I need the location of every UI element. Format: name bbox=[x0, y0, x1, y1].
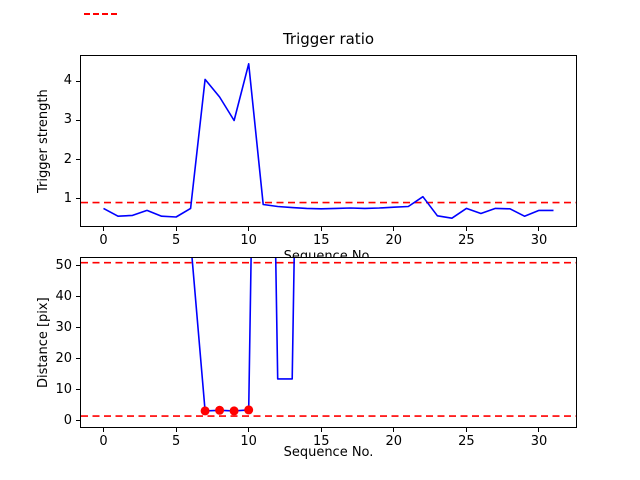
ylabel-distance: Distance [pix] bbox=[36, 297, 51, 388]
y-tick-mark bbox=[76, 327, 80, 329]
distance-line-chart bbox=[81, 258, 576, 417]
x-tick-mark bbox=[103, 428, 104, 432]
x-tick-mark bbox=[175, 428, 177, 432]
trigger-event-marker bbox=[215, 405, 225, 415]
x-tick-label: 0 bbox=[99, 233, 108, 248]
y-tick-mark bbox=[76, 389, 80, 391]
x-tick-mark bbox=[393, 227, 395, 231]
distance-curve bbox=[191, 258, 295, 412]
plot-title: Trigger ratio bbox=[282, 30, 375, 48]
x-tick-mark bbox=[320, 428, 322, 432]
axes-distance bbox=[80, 257, 577, 428]
x-tick-mark bbox=[538, 227, 540, 231]
y-tick-mark bbox=[76, 198, 80, 200]
trigger-ratio-line-chart bbox=[81, 63, 576, 219]
y-tick-label: 40 bbox=[55, 288, 72, 304]
y-tick-label: 10 bbox=[55, 381, 72, 397]
x-tick-label: 30 bbox=[530, 434, 548, 449]
x-tick-mark bbox=[103, 227, 104, 231]
y-tick-label: 50 bbox=[55, 257, 72, 273]
trigger-event-marker bbox=[200, 406, 210, 416]
y-tick-mark bbox=[76, 420, 80, 422]
y-tick-mark bbox=[76, 296, 80, 298]
y-tick-label: 1 bbox=[63, 190, 72, 206]
x-tick-label: 25 bbox=[458, 434, 475, 449]
x-tick-mark bbox=[538, 428, 540, 432]
y-tick-label: 0 bbox=[63, 412, 72, 428]
x-tick-label: 0 bbox=[99, 434, 108, 449]
x-tick-label: 10 bbox=[240, 233, 257, 248]
y-tick-label: 3 bbox=[63, 112, 72, 128]
x-tick-label: 15 bbox=[312, 434, 330, 449]
x-tick-label: 5 bbox=[171, 233, 181, 248]
x-tick-label: 15 bbox=[312, 233, 330, 248]
y-tick-mark bbox=[76, 80, 80, 82]
x-tick-mark bbox=[465, 428, 467, 432]
y-tick-label: 30 bbox=[55, 319, 72, 335]
y-tick-mark bbox=[76, 159, 80, 161]
trigger-event-marker bbox=[244, 405, 254, 415]
clipped-threshold-segment bbox=[84, 13, 117, 15]
x-tick-label: 25 bbox=[458, 233, 475, 248]
x-tick-label: 30 bbox=[530, 233, 548, 248]
x-tick-mark bbox=[248, 428, 250, 432]
x-tick-mark bbox=[248, 227, 250, 231]
x-tick-label: 5 bbox=[171, 434, 181, 449]
y-tick-mark bbox=[76, 358, 80, 360]
axes-trigger-ratio bbox=[80, 55, 577, 227]
x-tick-mark bbox=[393, 428, 395, 432]
y-tick-label: 20 bbox=[55, 350, 72, 366]
y-tick-label: 4 bbox=[63, 73, 72, 89]
x-tick-mark bbox=[175, 227, 177, 231]
x-tick-label: 20 bbox=[385, 233, 403, 248]
xlabel-bottom-sequence-no: Sequence No. bbox=[283, 445, 374, 460]
trigger-event-marker bbox=[229, 406, 239, 416]
trigger-strength-curve bbox=[103, 63, 554, 219]
y-tick-mark bbox=[76, 265, 80, 267]
y-tick-label: 2 bbox=[63, 151, 72, 167]
x-tick-mark bbox=[320, 227, 322, 231]
x-tick-label: 20 bbox=[385, 434, 403, 449]
y-tick-mark bbox=[76, 119, 80, 121]
x-tick-label: 10 bbox=[240, 434, 257, 449]
x-tick-mark bbox=[465, 227, 467, 231]
